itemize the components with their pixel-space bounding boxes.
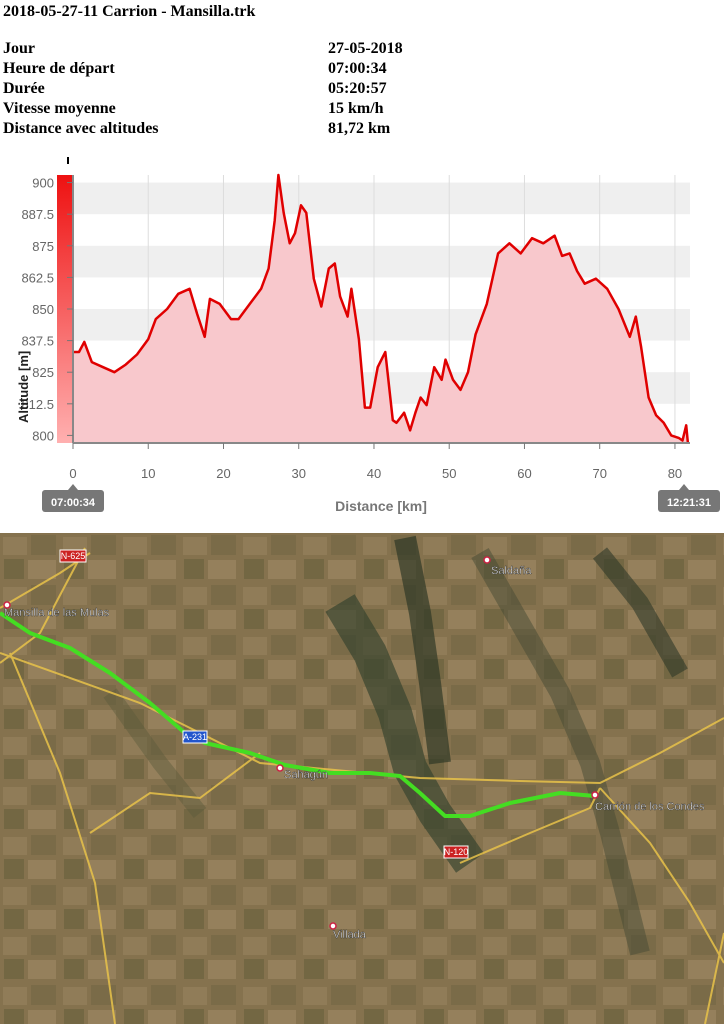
info-label: Jour [3,40,35,57]
road-label-n625: N-625 [61,551,86,561]
x-tick-label: 10 [141,466,155,481]
info-label: Vitesse moyenne [3,100,116,117]
y-tick-label: 850 [32,302,54,317]
place-villada[interactable]: Villada [329,922,367,941]
end-time-badge[interactable]: 12:21:31 [658,484,720,512]
info-row-avg-speed: Vitesse moyenne 15 km/h [3,100,703,120]
start-time-badge[interactable]: 07:00:34 [42,484,104,512]
road-shield-n120: N-120 [443,845,469,859]
elevation-line [73,173,690,444]
info-row-start-time: Heure de départ 07:00:34 [3,60,703,80]
info-label: Durée [3,80,45,97]
satellite-map: N-625 A-231 N-120 Saldaña Mansilla de la… [0,533,724,1024]
y-tick-label: 862.5 [21,270,54,285]
elevation-area [73,175,688,443]
x-tick-label: 0 [69,466,76,481]
elevation-chart[interactable]: 800 812.5 825 837.5 850 862.5 875 887.5 900 0 10 2… [0,150,724,520]
route-line [0,611,596,818]
y-tick-label: 825 [32,365,54,380]
y-tick-label: 812.5 [21,397,54,412]
altitude-scale-bar [57,175,73,443]
trip-info-table: Jour 27-05-2018 Heure de départ 07:00:34… [3,40,703,140]
road-label-a231: A-231 [183,732,207,742]
place-label-villada: Villada [333,929,367,941]
end-time-label: 12:21:31 [667,497,711,509]
info-value: 05:20:57 [328,80,387,97]
x-tick-label: 50 [442,466,456,481]
place-saldana[interactable]: Saldaña [483,556,532,577]
y-tick-label: 875 [32,239,54,254]
x-tick-label: 70 [592,466,606,481]
y-tick-label: 837.5 [21,334,54,349]
info-value: 15 km/h [328,100,384,117]
x-tick-label: 80 [668,466,682,481]
info-row-day: Jour 27-05-2018 [3,40,703,60]
route-map[interactable]: N-625 A-231 N-120 Saldaña Mansilla de la… [0,533,724,1024]
place-label-carrion: Carrión de los Condes [595,801,705,813]
place-label-sahagun: Sahagún [284,769,328,781]
road-shield-a231: A-231 [182,730,208,744]
place-label-saldana: Saldaña [491,565,532,577]
road-shield-n625: N-625 [59,549,87,563]
place-label-mansilla: Mansilla de las Mulas [4,607,110,619]
y-tick-label: 900 [32,176,54,191]
start-time-label: 07:00:34 [51,497,96,509]
grid-band [73,245,690,278]
place-carrion[interactable]: Carrión de los Condes [591,791,705,813]
place-mansilla[interactable]: Mansilla de las Mulas [3,601,110,619]
y-tick-label: 887.5 [21,207,54,222]
x-axis-title: Distance [km] [335,498,427,514]
x-tick-label: 60 [517,466,531,481]
info-value: 81,72 km [328,120,391,137]
info-value: 07:00:34 [328,60,387,77]
info-row-distance: Distance avec altitudes 81,72 km [3,120,703,140]
elevation-chart-svg: 800 812.5 825 837.5 850 862.5 875 887.5 900 0 10 2… [16,157,720,514]
info-row-duration: Durée 05:20:57 [3,80,703,100]
y-axis-title: Altitude [m] [16,351,31,423]
y-tick-label: 800 [32,428,54,443]
road-label-n120: N-120 [444,847,469,857]
x-tick-label: 30 [291,466,305,481]
x-axis-ticks: 0 10 20 30 40 50 60 70 80 [69,443,682,481]
x-tick-label: 20 [216,466,230,481]
track-title: 2018-05-27-11 Carrion - Mansilla.trk [3,3,256,20]
info-label: Heure de départ [3,60,115,77]
y-axis-ticks: 800 812.5 825 837.5 850 862.5 875 887.5 900 [21,176,73,443]
grid-band [73,182,690,215]
info-label: Distance avec altitudes [3,120,159,137]
x-tick-label: 40 [367,466,381,481]
place-sahagun[interactable]: Sahagún [276,764,328,781]
info-value: 27-05-2018 [328,40,403,57]
